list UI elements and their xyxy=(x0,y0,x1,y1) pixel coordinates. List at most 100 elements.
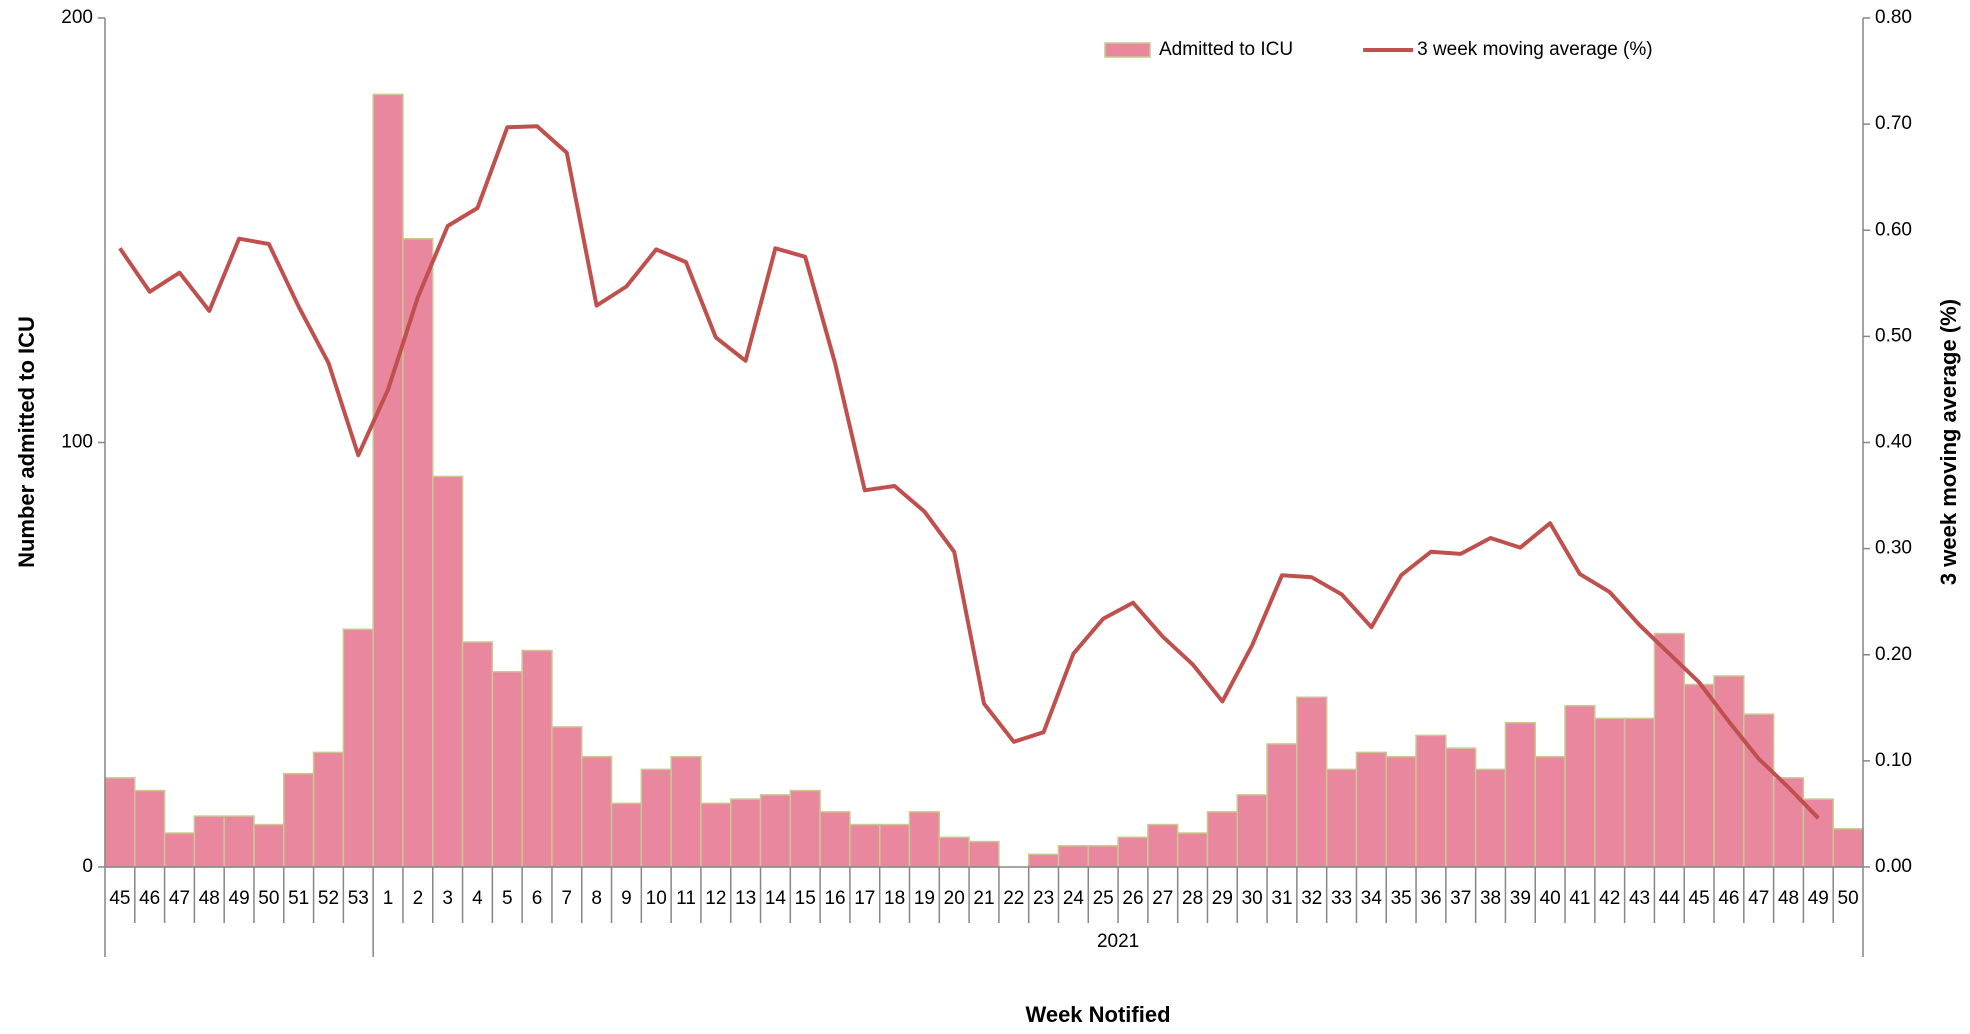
bar xyxy=(968,840,1000,868)
x-tick-label: 48 xyxy=(1778,888,1799,909)
bar xyxy=(1534,755,1566,868)
x-tick-label: 3 xyxy=(442,888,453,909)
x-tick-label: 32 xyxy=(1301,888,1322,909)
bar xyxy=(1206,811,1239,868)
x-tick-label: 31 xyxy=(1271,888,1292,909)
bar xyxy=(1653,632,1685,868)
y2-tick-label: 0.80 xyxy=(1875,7,1912,28)
y2-tick-label: 0.70 xyxy=(1875,113,1912,134)
bar xyxy=(223,815,255,868)
bar xyxy=(1594,717,1626,868)
x-tick-label: 25 xyxy=(1093,888,1114,909)
bar xyxy=(1087,845,1119,868)
bar xyxy=(640,768,672,868)
x-tick-label: 28 xyxy=(1182,888,1203,909)
bar xyxy=(610,802,643,868)
x-tick-label: 13 xyxy=(735,888,756,909)
bar xyxy=(729,798,762,868)
bar xyxy=(1445,747,1477,868)
x-tick-label: 27 xyxy=(1152,888,1173,909)
y2-tick-label: 0.20 xyxy=(1875,644,1912,665)
bar xyxy=(432,475,464,868)
y-tick-label: 0 xyxy=(82,856,93,877)
x-tick-label: 44 xyxy=(1659,888,1681,909)
bar xyxy=(1772,777,1805,868)
x-tick-label: 34 xyxy=(1361,888,1383,909)
x-tick-label: 39 xyxy=(1510,888,1531,909)
x-tick-label: 35 xyxy=(1391,888,1412,909)
x-tick-label: 26 xyxy=(1122,888,1143,909)
x-tick-label: 12 xyxy=(705,888,726,909)
y-tick-label: 200 xyxy=(61,7,93,28)
x-tick-label: 10 xyxy=(646,888,667,909)
bar xyxy=(402,237,434,868)
bar xyxy=(1743,713,1775,868)
bar xyxy=(1385,755,1417,868)
x-tick-label: 19 xyxy=(914,888,935,909)
bar xyxy=(1057,845,1090,868)
x-tick-label: 21 xyxy=(973,888,994,909)
bar xyxy=(1504,721,1536,868)
x-tick-label: 46 xyxy=(1718,888,1739,909)
x-tick-label: 18 xyxy=(884,888,905,909)
bar xyxy=(1147,823,1179,868)
bar xyxy=(700,802,732,868)
bar xyxy=(1296,696,1328,868)
x-tick-label: 1 xyxy=(383,888,394,909)
bar xyxy=(849,823,881,868)
y2-axis-title: 3 week moving average (%) xyxy=(1936,299,1961,585)
x-tick-label: 37 xyxy=(1450,888,1471,909)
x-tick-label: 42 xyxy=(1599,888,1620,909)
bar xyxy=(1415,734,1447,868)
bar xyxy=(1623,717,1656,868)
y2-tick-label: 0.60 xyxy=(1875,219,1912,240)
legend-label: Admitted to ICU xyxy=(1159,39,1293,60)
bar xyxy=(1266,743,1298,868)
bar xyxy=(342,628,374,868)
x-tick-label: 7 xyxy=(562,888,573,909)
x-tick-label: 41 xyxy=(1569,888,1590,909)
bar xyxy=(104,777,136,868)
x-axis-title: Week Notified xyxy=(1025,1002,1170,1027)
x-tick-label: 15 xyxy=(795,888,816,909)
bar xyxy=(580,755,613,868)
x-tick-label: 49 xyxy=(229,888,250,909)
y2-tick-label: 0.30 xyxy=(1875,538,1912,559)
bar xyxy=(1564,704,1596,868)
x-tick-label: 47 xyxy=(169,888,190,909)
y-axis-title: Number admitted to ICU xyxy=(14,316,39,568)
x-tick-label: 49 xyxy=(1808,888,1829,909)
x-tick-label: 29 xyxy=(1212,888,1233,909)
x-tick-label: 6 xyxy=(532,888,543,909)
bar xyxy=(551,726,583,868)
bar xyxy=(1236,794,1268,868)
x-tick-label: 33 xyxy=(1331,888,1352,909)
bar xyxy=(1117,836,1149,868)
x-tick-label: 46 xyxy=(139,888,160,909)
bar xyxy=(789,789,821,868)
bar xyxy=(938,836,970,868)
x-tick-label: 53 xyxy=(348,888,369,909)
y2-tick-label: 0.00 xyxy=(1875,856,1912,877)
bar xyxy=(1474,768,1507,868)
x-tick-label: 48 xyxy=(199,888,220,909)
x-tick-label: 23 xyxy=(1033,888,1054,909)
x-tick-label: 45 xyxy=(109,888,130,909)
bar xyxy=(491,670,523,868)
bar xyxy=(1325,768,1358,868)
bar xyxy=(1355,751,1388,868)
x-tick-label: 4 xyxy=(472,888,483,909)
x-tick-label: 52 xyxy=(318,888,339,909)
x-tick-label: 5 xyxy=(502,888,513,909)
x-tick-label: 2 xyxy=(413,888,424,909)
bar xyxy=(521,649,553,868)
x-tick-label: 40 xyxy=(1540,888,1561,909)
x-tick-label: 30 xyxy=(1242,888,1263,909)
legend-label: 3 week moving average (%) xyxy=(1417,39,1653,60)
bar xyxy=(759,794,792,868)
y2-tick-label: 0.50 xyxy=(1875,325,1912,346)
bar xyxy=(1176,832,1209,868)
bar xyxy=(1027,853,1060,868)
